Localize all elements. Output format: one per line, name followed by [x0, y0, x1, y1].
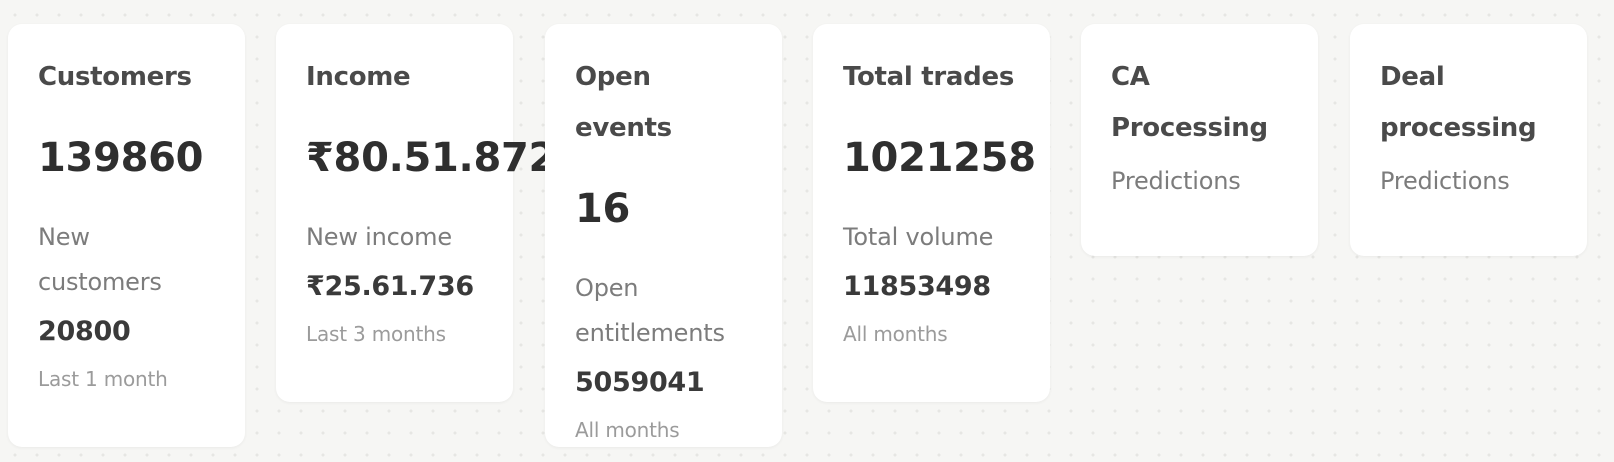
ca-processing-card[interactable]: CA Processing Predictions	[1081, 24, 1318, 256]
card-value: 1021258	[843, 135, 1036, 181]
card-title: CA Processing	[1111, 62, 1268, 143]
card-sub-value: 5059041	[575, 367, 705, 398]
predictions-link[interactable]: Predictions	[1111, 167, 1241, 195]
predictions-link[interactable]: Predictions	[1380, 167, 1510, 195]
income-card[interactable]: Income ₹80.51.872 New income ₹25.61.736 …	[276, 24, 557, 402]
card-title: Open events	[575, 62, 672, 143]
card-sub-label: Total volume	[843, 223, 994, 251]
card-title: Total trades	[843, 62, 1014, 92]
card-period: All months	[575, 418, 680, 442]
card-sub-value: ₹25.61.736	[306, 271, 474, 302]
card-title: Income	[306, 62, 411, 92]
card-title: Customers	[38, 62, 192, 92]
card-sub-label: Open entitlements	[575, 274, 725, 347]
card-value: 139860	[38, 135, 204, 181]
card-sub-label: New customers	[38, 223, 162, 296]
card-value: 16	[575, 186, 631, 232]
card-period: Last 3 months	[306, 322, 446, 346]
card-title: Deal processing	[1380, 62, 1537, 143]
card-period: Last 1 month	[38, 367, 168, 391]
card-sub-value: 11853498	[843, 271, 991, 302]
open-events-card[interactable]: Open events 16 Open entitlements 5059041…	[545, 24, 782, 447]
total-trades-card[interactable]: Total trades 1021258 Total volume 118534…	[813, 24, 1050, 402]
card-value: ₹80.51.872	[306, 135, 557, 181]
card-sub-value: 20800	[38, 316, 131, 347]
card-period: All months	[843, 322, 948, 346]
deal-processing-card[interactable]: Deal processing Predictions	[1350, 24, 1587, 256]
customers-card[interactable]: Customers 139860 New customers 20800 Las…	[8, 24, 245, 447]
card-sub-label: New income	[306, 223, 452, 251]
